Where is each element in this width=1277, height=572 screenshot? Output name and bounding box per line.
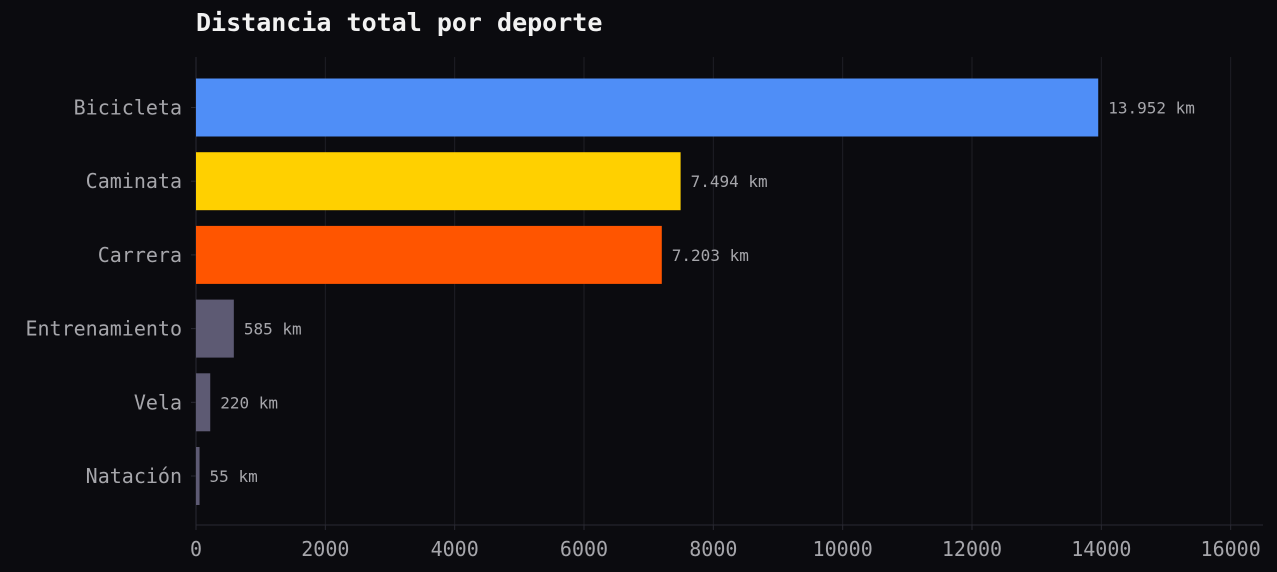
chart-title: Distancia total por deporte [196, 8, 603, 37]
bar [196, 78, 1099, 137]
x-tick-label: 16000 [1201, 537, 1261, 561]
x-tick-label: 10000 [813, 537, 873, 561]
category-label: Natación [86, 464, 182, 488]
bar [196, 152, 681, 211]
data-label: 55 km [210, 467, 258, 486]
data-label: 585 km [244, 320, 302, 339]
x-tick-label: 0 [190, 537, 202, 561]
bar [196, 225, 662, 284]
x-tick-label: 8000 [689, 537, 737, 561]
data-label: 7.203 km [672, 246, 749, 265]
category-label: Entrenamiento [25, 317, 182, 341]
x-tick-label: 14000 [1071, 537, 1131, 561]
data-label: 13.952 km [1108, 99, 1195, 118]
data-label: 7.494 km [691, 172, 768, 191]
category-label: Bicicleta [74, 96, 182, 120]
x-tick-label: 6000 [560, 537, 608, 561]
x-tick-label: 12000 [942, 537, 1002, 561]
data-label: 220 km [220, 393, 278, 412]
x-tick-label: 4000 [431, 537, 479, 561]
bar [196, 299, 234, 358]
category-label: Vela [134, 390, 182, 414]
x-tick-label: 2000 [301, 537, 349, 561]
bar [196, 373, 211, 432]
bar [196, 447, 200, 505]
category-label: Carrera [98, 243, 182, 267]
category-label: Caminata [86, 169, 182, 193]
